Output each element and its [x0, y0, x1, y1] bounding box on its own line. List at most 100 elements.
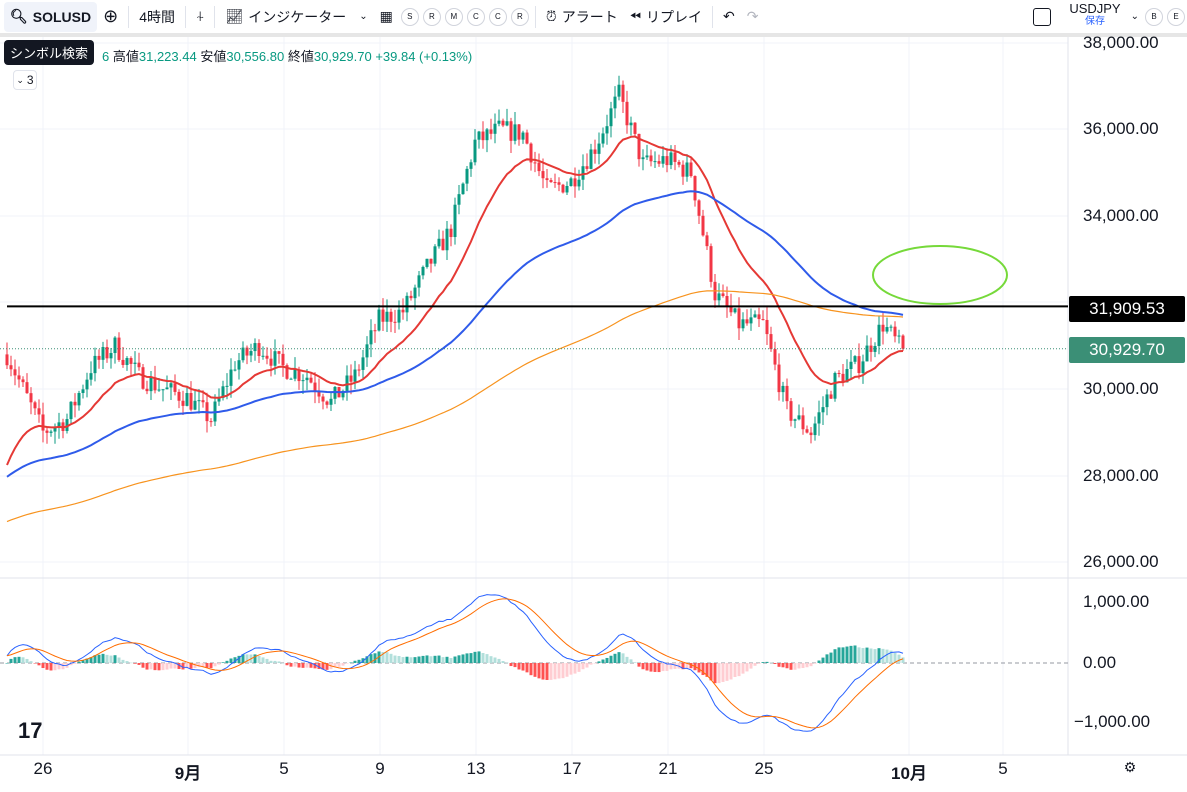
candle-body [505, 121, 509, 126]
candle-body [489, 129, 493, 134]
candle-body [665, 156, 669, 166]
replay-button[interactable]: ⏪︎ リプレイ [624, 2, 708, 32]
macd-histogram-bar [797, 663, 801, 669]
redo-icon: ↷ [746, 8, 759, 24]
fullscreen-button[interactable] [1027, 2, 1057, 32]
candle-body [809, 432, 813, 436]
candle-body [297, 369, 301, 382]
macd-histogram-bar [501, 661, 505, 663]
macd-histogram-bar [177, 663, 181, 669]
moving-average-line [6, 135, 904, 466]
candle-body [305, 377, 309, 381]
macd-histogram-bar [701, 663, 705, 676]
macd-histogram-bar [661, 663, 665, 672]
macd-histogram-bar [613, 653, 617, 663]
indicators-button[interactable]: 📈︎ インジケーター ⌄ [219, 2, 373, 32]
candle-body [45, 430, 49, 433]
low-value: 30,556.80 [226, 49, 285, 64]
candle-body [277, 351, 281, 354]
macd-histogram-bar [637, 663, 641, 667]
candle-body [613, 96, 617, 109]
alert-label: アラート [561, 8, 618, 25]
indicators-collapse-button[interactable]: ⌄ 3 [13, 70, 37, 90]
layout-name: USDJPY [1069, 0, 1121, 16]
macd-histogram-bar [381, 652, 385, 663]
macd-histogram-bar [809, 663, 813, 667]
macd-histogram-bar [633, 662, 637, 663]
button-b[interactable]: B [1145, 7, 1163, 26]
compare-symbol-button[interactable]: ⊕ [97, 2, 124, 32]
redo-button[interactable]: ↷ [741, 2, 765, 32]
time-tick: 21 [658, 759, 678, 778]
candle-body [197, 400, 201, 402]
symbol-search-button[interactable]: 🔍︎ SOLUSD [4, 1, 98, 32]
candle-body [609, 108, 613, 127]
candle-body [737, 308, 741, 329]
symbol-search-tooltip: シンボル検索 [4, 40, 95, 65]
candle-body [705, 235, 709, 247]
macd-histogram-bar [141, 663, 145, 668]
macd-histogram-bar [625, 656, 629, 663]
undo-button[interactable]: ↶ [717, 2, 741, 32]
macd-histogram-bar [133, 663, 137, 664]
macd-histogram-bar [257, 655, 261, 663]
interval-button[interactable]: 4時間 [133, 2, 181, 32]
macd-histogram-bar [21, 657, 25, 663]
macd-histogram-bar [69, 663, 73, 666]
macd-histogram-bar [337, 663, 341, 667]
candle-body [169, 383, 173, 388]
alert-button[interactable]: ⏰︎ アラート [540, 2, 624, 32]
macd-histogram-bar [757, 663, 761, 664]
macd-histogram-bar [221, 662, 225, 663]
quick-button-c[interactable]: C [466, 7, 485, 26]
macd-histogram-bar [309, 663, 313, 668]
macd-histogram-bar [893, 652, 897, 663]
tradingview-logo: 17 [18, 718, 42, 743]
candle-body [145, 388, 149, 392]
candle-body [481, 131, 485, 141]
macd-histogram-bar [641, 663, 645, 670]
chart-type-button[interactable]: ⍭ [190, 2, 210, 32]
candle-body [533, 162, 537, 164]
candle-body [361, 357, 365, 370]
candle-body [389, 311, 393, 322]
macd-histogram-bar [385, 652, 389, 663]
candle-body [129, 358, 133, 364]
macd-histogram-bar [557, 663, 561, 679]
macd-histogram-bar [193, 663, 197, 669]
candle-body [877, 324, 881, 347]
candle-body [17, 375, 21, 380]
macd-histogram-bar [705, 663, 709, 677]
divider [534, 5, 536, 28]
candle-body [109, 353, 113, 359]
macd-histogram-bar [805, 663, 809, 668]
price-tick: 28,000.00 [1083, 466, 1159, 485]
candle-body [289, 378, 293, 380]
candle-body [93, 355, 97, 374]
settings-gear-icon[interactable]: ⚙ [1123, 759, 1137, 775]
macd-histogram-bar [873, 649, 877, 663]
button-e[interactable]: E [1167, 7, 1185, 26]
templates-button[interactable]: ▦ [374, 2, 399, 32]
quick-button-r[interactable]: R [422, 7, 441, 26]
quick-button-r2[interactable]: R [510, 7, 529, 26]
candle-body [621, 84, 625, 102]
time-tick: 25 [754, 759, 774, 778]
alarm-clock-icon: ⏰︎ [545, 8, 557, 24]
macd-histogram-bar [77, 661, 81, 663]
layout-menu-button[interactable]: USDJPY 保存 [1063, 2, 1126, 32]
candle-body [825, 394, 829, 408]
macd-histogram-bar [489, 656, 493, 663]
candle-body [377, 309, 381, 331]
candle-body [381, 309, 385, 322]
quick-button-m[interactable]: M [444, 7, 463, 26]
macd-histogram-bar [717, 663, 721, 684]
indicator-icon: 📈︎ [225, 8, 244, 24]
quick-button-s[interactable]: S [400, 7, 419, 26]
quick-button-c2[interactable]: C [488, 7, 507, 26]
candle-body [721, 293, 725, 297]
time-tick: 5 [279, 759, 289, 778]
chevron-down-icon[interactable]: ⌄ [1130, 11, 1139, 22]
macd-histogram-bar [709, 663, 713, 681]
